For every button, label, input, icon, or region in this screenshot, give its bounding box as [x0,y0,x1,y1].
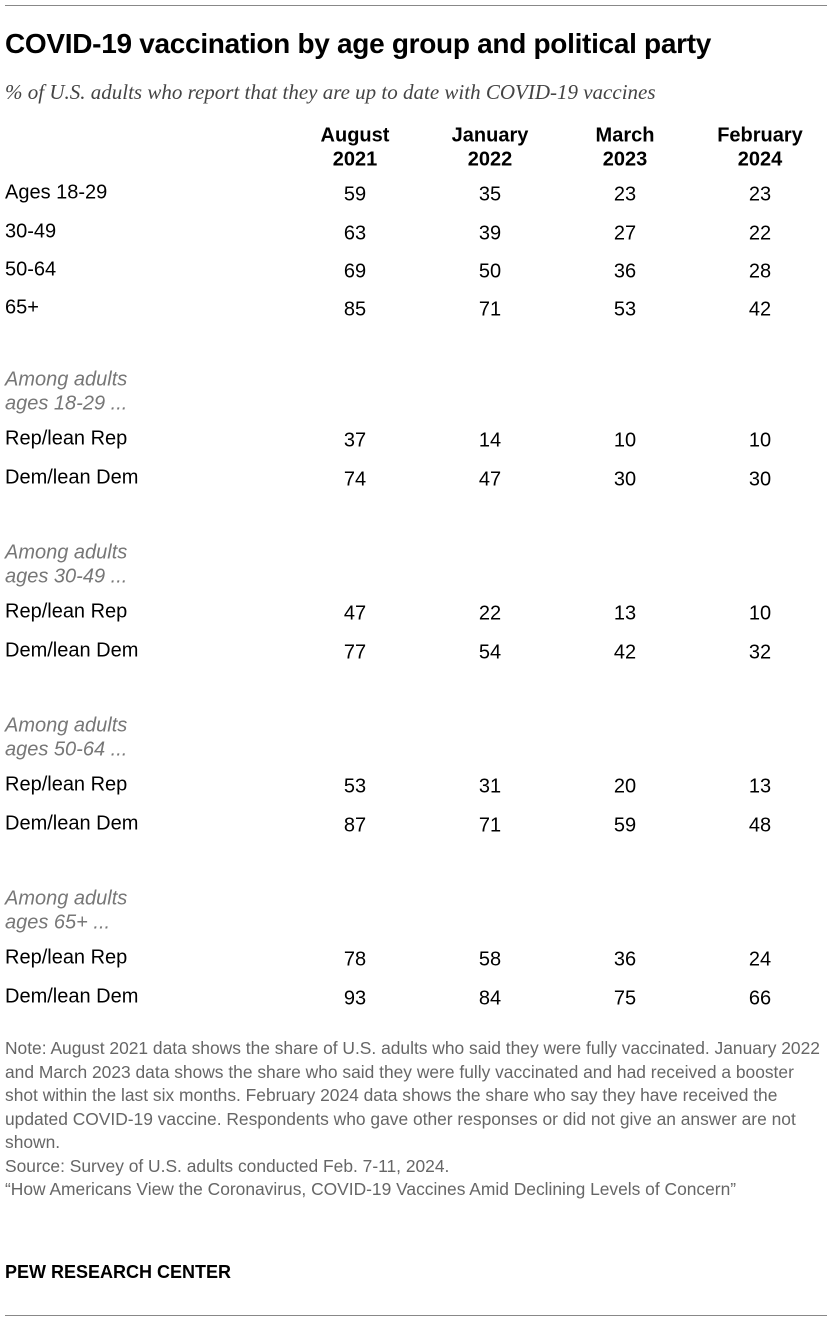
row-label: Dem/lean Dem [5,985,139,1008]
cell-value: 48 [748,814,772,837]
footer: Note: August 2021 data shows the share o… [5,1037,830,1202]
row-label: 50-64 [5,258,57,281]
cell-value: 42 [748,298,772,321]
group-heading: Among adults [5,887,128,910]
cell-value: 37 [343,429,367,452]
source: Source: Survey of U.S. adults conducted … [5,1155,450,1176]
cell-value: 22 [478,602,502,625]
cell-value: 30 [748,468,772,491]
group-heading: Among adults [5,541,128,564]
top-rule [5,5,827,6]
cell-value: 77 [343,641,367,664]
subtitle: % of U.S. adults who report that they ar… [5,80,656,104]
row-label: Dem/lean Dem [5,812,139,835]
cell-value: 87 [343,814,367,837]
column-header: August [320,124,390,147]
column-header: 2023 [602,148,648,171]
cell-value: 28 [748,260,772,283]
cell-value: 23 [748,183,772,206]
cell-value: 66 [748,987,772,1010]
column-header: March [595,124,655,147]
cell-value: 42 [613,641,637,664]
cell-value: 13 [748,775,772,798]
group-heading: Among adults [5,714,128,737]
row-label: Ages 18-29 [5,181,108,204]
cell-value: 31 [478,775,502,798]
bottom-rule [5,1315,827,1316]
cell-value: 23 [613,183,637,206]
cell-value: 50 [478,260,502,283]
cell-value: 36 [613,948,637,971]
cell-value: 20 [613,775,637,798]
cell-value: 69 [343,260,367,283]
cell-value: 30 [613,468,637,491]
group-heading: Among adults [5,368,128,391]
row-label: Dem/lean Dem [5,639,139,662]
group-heading: ages 65+ ... [5,911,111,934]
column-header: 2022 [467,148,513,171]
cell-value: 14 [478,429,502,452]
row-label: 30-49 [5,220,57,243]
group-heading: ages 50-64 ... [5,738,128,761]
cell-value: 53 [613,298,637,321]
cell-value: 24 [748,948,772,971]
column-header: 2021 [332,148,378,171]
cell-value: 36 [613,260,637,283]
cell-value: 10 [613,429,637,452]
group-heading: ages 30-49 ... [5,565,128,588]
cell-value: 63 [343,222,367,245]
cell-value: 47 [478,468,502,491]
cell-value: 39 [478,222,502,245]
title: COVID-19 vaccination by age group and po… [5,28,712,59]
cell-value: 27 [613,222,637,245]
citation: “How Americans View the Coronavirus, COV… [5,1179,737,1199]
cell-value: 74 [343,468,367,491]
row-label: Dem/lean Dem [5,466,139,489]
cell-value: 75 [613,987,637,1010]
cell-value: 53 [343,775,367,798]
row-label: Rep/lean Rep [5,600,128,623]
brand: PEW RESEARCH CENTER [5,1262,232,1282]
cell-value: 54 [478,641,502,664]
note: Note: August 2021 data shows the share o… [5,1038,820,1152]
cell-value: 59 [613,814,637,837]
column-header: 2024 [737,148,783,171]
column-header: January [451,124,529,147]
row-label: 65+ [5,296,39,319]
group-heading: ages 18-29 ... [5,392,128,415]
cell-value: 85 [343,298,367,321]
cell-value: 47 [343,602,367,625]
cell-value: 71 [478,298,502,321]
cell-value: 78 [343,948,367,971]
cell-value: 84 [478,987,502,1010]
cell-value: 10 [748,429,772,452]
cell-value: 13 [613,602,637,625]
cell-value: 93 [343,987,367,1010]
cell-value: 35 [478,183,502,206]
row-label: Rep/lean Rep [5,773,128,796]
cell-value: 10 [748,602,772,625]
cell-value: 71 [478,814,502,837]
row-label: Rep/lean Rep [5,427,128,450]
row-label: Rep/lean Rep [5,946,128,969]
cell-value: 59 [343,183,367,206]
cell-value: 32 [748,641,772,664]
cell-value: 22 [748,222,772,245]
cell-value: 58 [478,948,502,971]
column-header: February [717,124,803,147]
